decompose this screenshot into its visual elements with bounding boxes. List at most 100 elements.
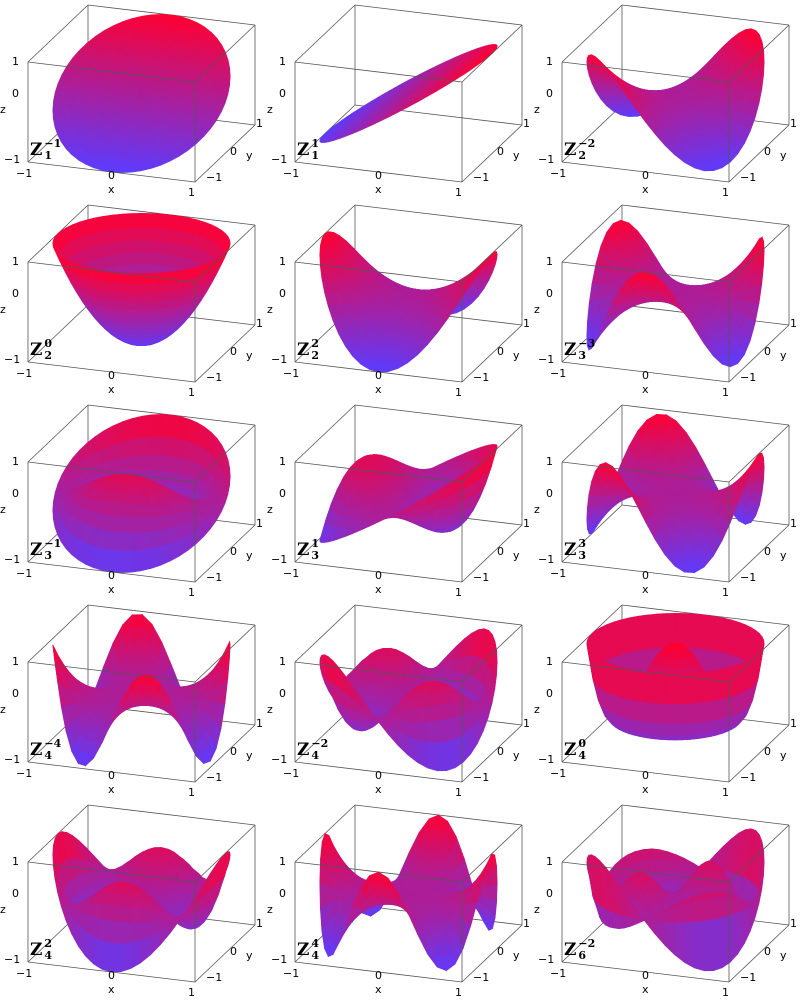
zernike-indices: −1 1 <box>44 138 61 162</box>
surface-patch <box>141 212 153 228</box>
zernike-n-index: 2 <box>311 349 320 362</box>
surface-patch <box>131 292 142 303</box>
y-tick-label: −1 <box>206 371 223 384</box>
z-tick-label: 1 <box>279 55 286 68</box>
y-tick-label: −1 <box>473 371 490 384</box>
zernike-m-index: −2 <box>578 137 596 150</box>
x-tick-label: −1 <box>16 367 33 380</box>
surface-patch <box>626 96 640 110</box>
surface-patch <box>128 137 136 144</box>
surface-plot: 1 0 z −1 −1 0 x 1 −1 0 y 1 Z 2 2 <box>267 200 533 400</box>
surface-patch <box>212 71 220 81</box>
zernike-symbol: Z <box>564 140 577 160</box>
x-axis-label: x <box>375 383 382 396</box>
surface-patch <box>121 282 133 294</box>
surface-patch <box>136 337 142 342</box>
y-tick-label: 0 <box>497 345 504 358</box>
box-edge <box>728 124 790 183</box>
x-tick-label: 1 <box>188 186 195 199</box>
surface-patch <box>141 240 152 254</box>
surface-patch <box>702 91 709 95</box>
surface-patch <box>140 283 151 294</box>
x-tick-label: 0 <box>642 169 649 182</box>
box-edge <box>294 61 463 83</box>
box-edge <box>294 4 356 63</box>
surface-patch <box>207 79 214 89</box>
surface-patch <box>130 165 142 173</box>
zernike-m-index: 1 <box>311 137 320 150</box>
surface-patch <box>145 328 153 334</box>
surface-plot: 1 0 z −1 −1 0 x 1 −1 0 y 1 Z 0 2 <box>0 200 266 400</box>
x-axis-label: x <box>108 383 115 396</box>
surface-patch <box>148 301 158 311</box>
y-tick-label: 0 <box>764 145 771 158</box>
surface-patch <box>162 90 170 95</box>
x-tick-label: 0 <box>108 169 115 182</box>
z-axis-label: z <box>0 103 6 116</box>
box-edge <box>561 161 730 183</box>
surface-patch <box>140 328 148 334</box>
surface-patch <box>149 240 160 254</box>
surface-patch <box>168 90 175 95</box>
box-edge <box>461 124 523 183</box>
x-axis-label: x <box>642 183 649 196</box>
x-tick-label: −1 <box>283 167 300 180</box>
surface-patch <box>138 107 142 114</box>
surface-patch <box>124 152 134 159</box>
x-tick-label: 0 <box>375 169 382 182</box>
box-edge <box>27 4 89 63</box>
surface-patch <box>156 291 167 302</box>
surface-patch <box>201 80 209 89</box>
surface-patch <box>114 90 122 94</box>
box-edge <box>561 104 623 163</box>
surface-patch <box>218 69 225 80</box>
box-edge <box>461 24 523 83</box>
surface-patch <box>124 240 135 254</box>
surface-patch <box>147 309 157 318</box>
x-tick-label: −1 <box>16 167 33 180</box>
surface-patch <box>137 112 142 119</box>
z-tick-label: 1 <box>279 255 286 268</box>
y-axis-label: y <box>780 149 787 162</box>
surface-plot: 1 0 z −1 −1 0 x 1 −1 0 y 1 Z −2 2 <box>534 0 800 200</box>
y-tick-label: 0 <box>230 345 237 358</box>
x-tick-label: 1 <box>722 186 729 199</box>
surface-patch <box>121 162 133 168</box>
surface-patch <box>132 301 142 311</box>
surface-patch <box>133 252 143 266</box>
surface-patch <box>114 156 126 164</box>
surface-patch <box>148 292 159 303</box>
surface-patch <box>140 309 149 318</box>
x-axis-label: x <box>108 183 115 196</box>
z-tick-label: 1 <box>546 55 553 68</box>
surface-patch <box>135 333 142 338</box>
surface-patch <box>52 100 60 111</box>
surface-patch <box>141 252 151 266</box>
surface-patch <box>123 157 134 164</box>
z-axis-label: z <box>0 303 6 316</box>
surface-patch <box>125 147 135 154</box>
surface-patch <box>140 333 147 338</box>
surface-patch <box>146 316 155 324</box>
surface-patch <box>124 301 134 311</box>
zernike-n-index: 2 <box>578 149 587 162</box>
zernike-symbol: Z <box>30 140 43 160</box>
box-edge <box>561 61 730 83</box>
zernike-n-index: 1 <box>311 149 320 162</box>
surface-patch <box>122 213 134 229</box>
z-tick-label: −1 <box>271 153 288 166</box>
y-tick-label: 1 <box>256 117 263 130</box>
surface-patch <box>157 282 169 294</box>
zernike-label: Z −1 1 <box>30 138 61 162</box>
surface-patch <box>140 337 146 342</box>
surface-patch <box>379 356 391 365</box>
surface-patch <box>196 81 203 90</box>
surface-patch <box>218 77 226 88</box>
surface-patch <box>137 117 142 124</box>
y-axis-label: y <box>246 349 253 362</box>
surface-patch <box>150 19 162 25</box>
surface-patch <box>140 340 146 344</box>
